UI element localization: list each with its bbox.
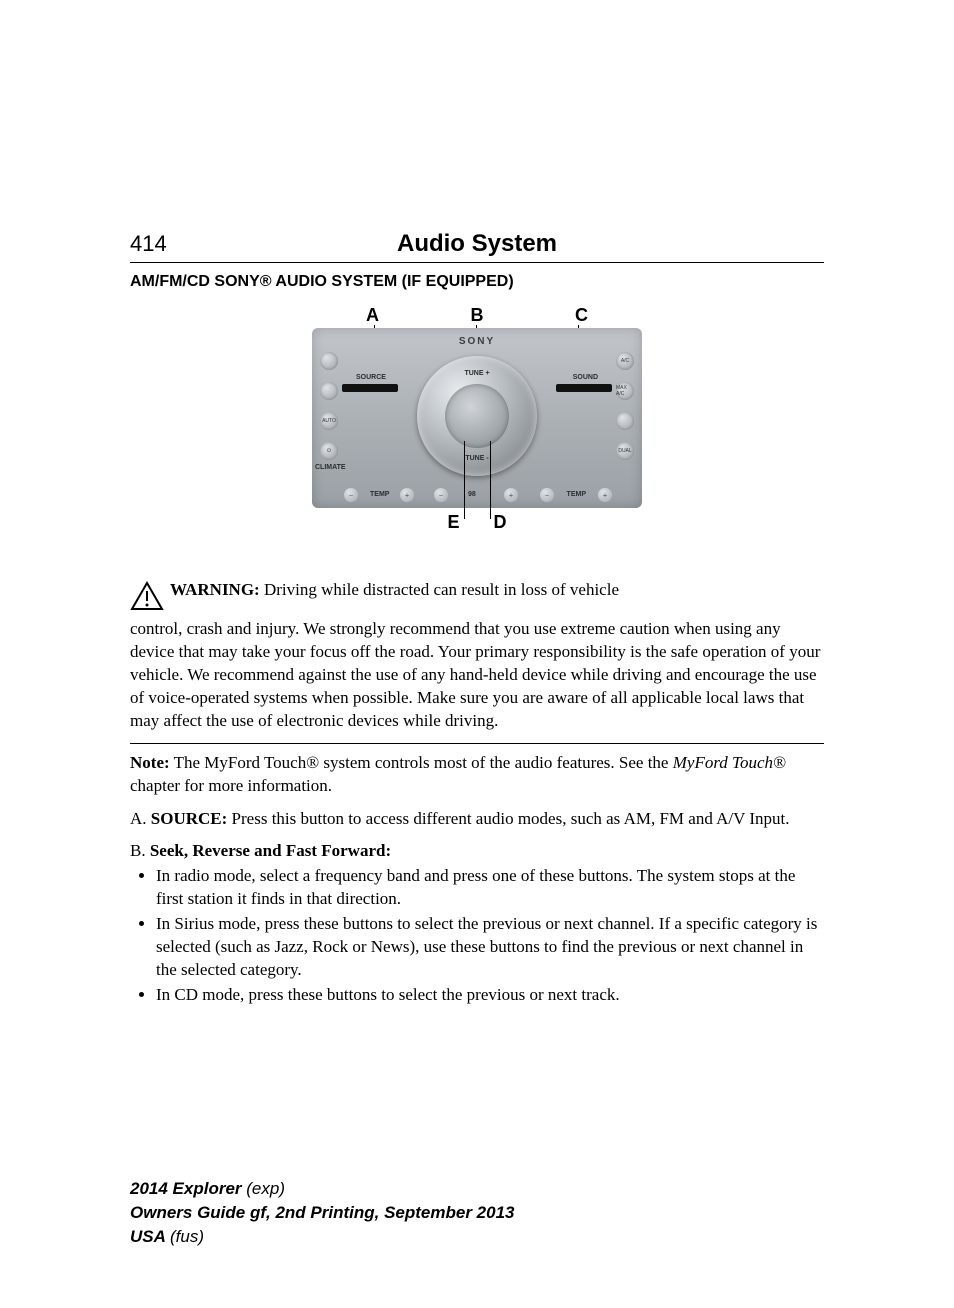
- tune-dial: TUNE + TUNE -: [417, 356, 537, 476]
- footer-line-2: Owners Guide gf, 2nd Printing, September…: [130, 1201, 824, 1225]
- page-footer: 2014 Explorer (exp) Owners Guide gf, 2nd…: [130, 1177, 824, 1248]
- page-number: 414: [130, 231, 290, 257]
- temp-right-minus: −: [540, 488, 554, 502]
- note-text-1: The MyFord Touch® system controls most o…: [170, 753, 673, 772]
- note-label: Note:: [130, 753, 170, 772]
- list-item: In radio mode, select a frequency band a…: [156, 865, 824, 911]
- slot-right: [556, 384, 612, 392]
- left-btn-power: ⏻: [320, 442, 338, 460]
- brand-logo: SONY: [459, 336, 495, 347]
- audio-panel: SONY TUNE + TUNE - SOURCE SOUND AUTO ⏻ C…: [312, 328, 642, 508]
- callout-c: C: [575, 305, 588, 326]
- footer-line-1: 2014 Explorer (exp): [130, 1177, 824, 1201]
- item-a-title: SOURCE:: [151, 809, 228, 828]
- callout-b: B: [471, 305, 484, 326]
- item-a-text: Press this button to access different au…: [227, 809, 789, 828]
- callout-e: E: [447, 512, 459, 533]
- diagram-container: A B C SONY TUNE + TUNE - SOURCE SOUND: [130, 305, 824, 533]
- list-item: In Sirius mode, press these buttons to s…: [156, 913, 824, 982]
- left-btn-1: [320, 352, 338, 370]
- right-btn-maxac: MAX A/C: [616, 382, 634, 400]
- dial-tune-plus: TUNE +: [464, 370, 489, 377]
- item-b-title: Seek, Reverse and Fast Forward:: [150, 841, 391, 860]
- right-btn-ac: A/C: [616, 352, 634, 370]
- temp-right-label: TEMP: [567, 491, 586, 498]
- dial-tune-minus: TUNE -: [465, 455, 488, 462]
- temp-right-plus: +: [598, 488, 612, 502]
- note-paragraph: Note: The MyFord Touch® system controls …: [130, 752, 824, 798]
- warning-text-line1: Driving while distracted can result in l…: [260, 580, 619, 599]
- right-btn-dual: DUAL: [616, 442, 634, 460]
- diagram-bottom-callouts: E D: [312, 508, 642, 533]
- page-header: 414 Audio System: [130, 230, 824, 263]
- page-title: Audio System: [290, 230, 664, 258]
- footer-line-3: USA (fus): [130, 1225, 824, 1249]
- audio-panel-diagram: A B C SONY TUNE + TUNE - SOURCE SOUND: [312, 305, 642, 533]
- temp-left-label: TEMP: [370, 491, 389, 498]
- note-text-2: chapter for more information.: [130, 776, 332, 795]
- temp-left-plus: +: [400, 488, 414, 502]
- item-b-bullets: In radio mode, select a frequency band a…: [130, 865, 824, 1007]
- callout-a: A: [366, 305, 379, 326]
- item-a-letter: A.: [130, 809, 151, 828]
- warning-label: WARNING:: [170, 580, 260, 599]
- item-b-letter: B.: [130, 841, 150, 860]
- note-italic: MyFord Touch®: [673, 753, 786, 772]
- climate-label: CLIMATE: [315, 464, 346, 471]
- item-a: A. SOURCE: Press this button to access d…: [130, 808, 824, 831]
- center-minus: −: [434, 488, 448, 502]
- warning-block: WARNING: Driving while distracted can re…: [130, 573, 824, 744]
- source-label: SOURCE: [356, 374, 386, 381]
- slot-left: [342, 384, 398, 392]
- display-value: 98: [468, 491, 476, 498]
- left-btn-2: [320, 382, 338, 400]
- callout-line: [490, 441, 491, 519]
- warning-text-rest: control, crash and injury. We strongly r…: [130, 619, 820, 730]
- sound-label: SOUND: [573, 374, 598, 381]
- center-plus: +: [504, 488, 518, 502]
- list-item: In CD mode, press these buttons to selec…: [156, 984, 824, 1007]
- right-btn-3: [616, 412, 634, 430]
- item-b-heading: B. Seek, Reverse and Fast Forward:: [130, 840, 824, 863]
- callout-line: [464, 441, 465, 519]
- page: 414 Audio System AM/FM/CD SONY® AUDIO SY…: [0, 0, 954, 1308]
- callout-d: D: [494, 512, 507, 533]
- diagram-top-callouts: A B C: [312, 305, 642, 328]
- warning-icon: [130, 581, 164, 618]
- temp-left-minus: −: [344, 488, 358, 502]
- left-btn-auto: AUTO: [320, 412, 338, 430]
- section-heading: AM/FM/CD SONY® AUDIO SYSTEM (IF EQUIPPED…: [130, 273, 824, 291]
